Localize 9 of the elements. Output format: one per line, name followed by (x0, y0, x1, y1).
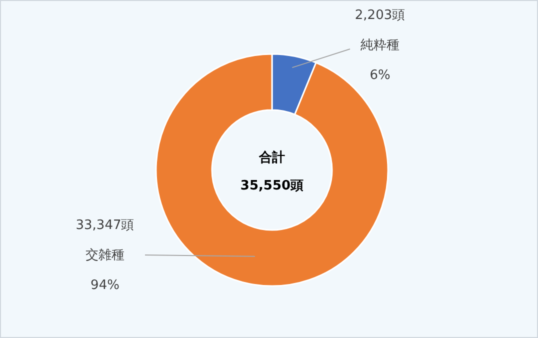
text: 合計 (258, 150, 285, 166)
data-label: 2,203頭 (354, 8, 406, 23)
text: 6% (370, 68, 390, 83)
text: 94% (90, 278, 120, 293)
slice-label: 交雑種 (86, 247, 124, 263)
data-label: 33,347頭 (76, 218, 134, 233)
slice-label: 純粋種 (360, 38, 400, 53)
text: 35,550頭 (240, 178, 304, 194)
donut-slice (155, 53, 389, 287)
